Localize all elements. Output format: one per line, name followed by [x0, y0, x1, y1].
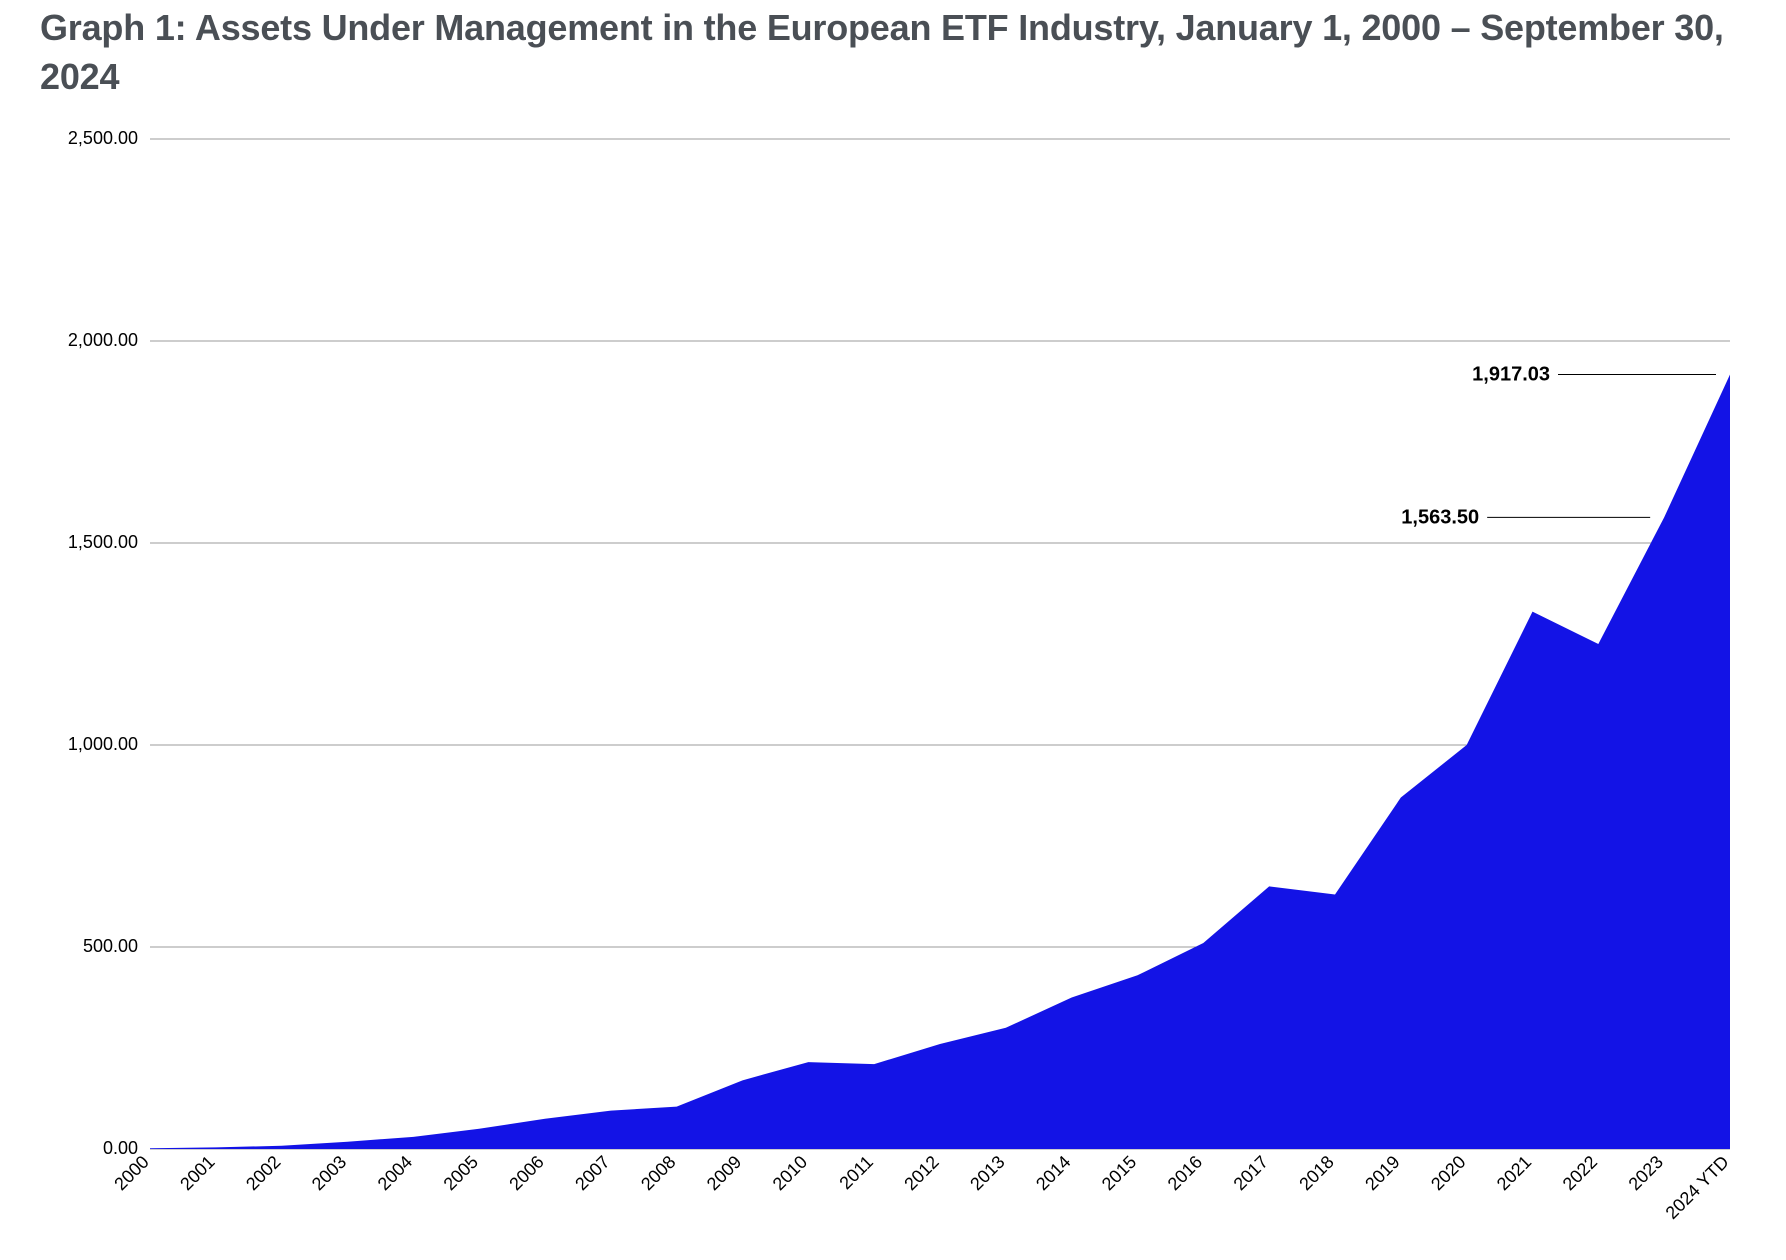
- chart-title: Graph 1: Assets Under Management in the …: [40, 0, 1746, 101]
- svg-text:0.00: 0.00: [103, 1138, 138, 1158]
- svg-text:1,917.03: 1,917.03: [1472, 364, 1550, 386]
- svg-text:1,563.50: 1,563.50: [1401, 507, 1479, 529]
- svg-text:2,000.00: 2,000.00: [68, 330, 138, 350]
- page: Graph 1: Assets Under Management in the …: [0, 0, 1786, 1260]
- aum-area-chart: 0.00 500.00 1,000.00 1,500.00 2,000.00 2,500.…: [40, 111, 1746, 1251]
- svg-text:2,500.00: 2,500.00: [68, 128, 138, 148]
- svg-text:1,500.00: 1,500.00: [68, 532, 138, 552]
- chart-svg: 0.00 500.00 1,000.00 1,500.00 2,000.00 2,500.…: [40, 111, 1746, 1251]
- svg-text:1,000.00: 1,000.00: [68, 734, 138, 754]
- svg-text:500.00: 500.00: [83, 936, 138, 956]
